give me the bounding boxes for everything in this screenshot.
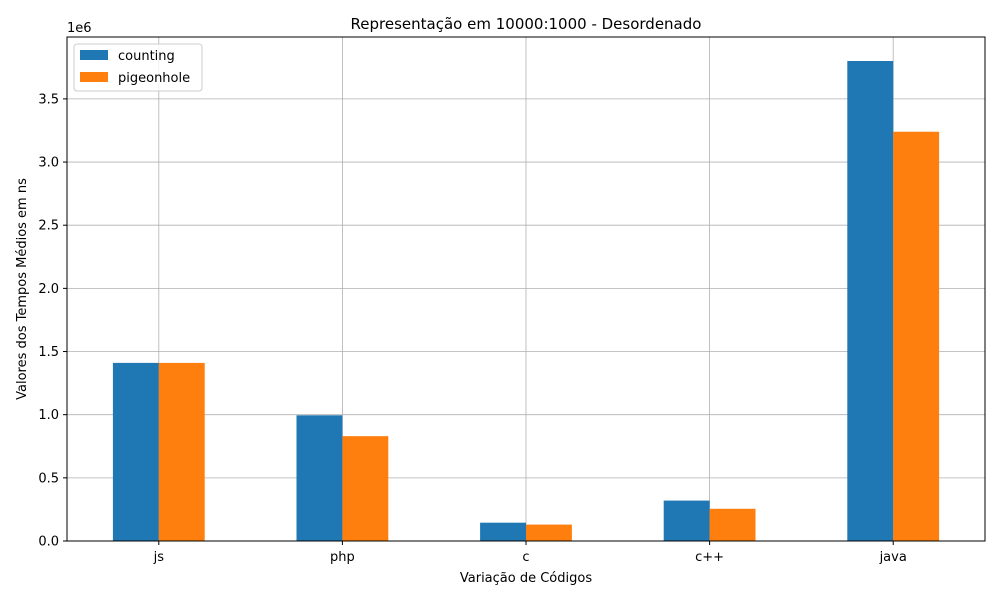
bar-pigeonhole-js [158, 362, 205, 541]
y-tick-label: 2.0 [38, 282, 59, 297]
x-tick-label: java [879, 550, 907, 565]
bar-counting-java [847, 61, 894, 541]
x-axis-label: Variação de Códigos [460, 571, 592, 586]
y-tick-label: 3.5 [38, 92, 59, 107]
bar-pigeonhole-java [893, 131, 940, 541]
y-tick-label: 0.5 [38, 471, 59, 486]
legend-label-pigeonhole: pigeonhole [118, 71, 190, 86]
legend: counting pigeonhole [73, 43, 203, 92]
bar-counting-c++ [663, 500, 710, 541]
bars [112, 61, 940, 541]
x-axis-ticks: js php c c++ java [153, 541, 907, 565]
y-tick-label: 0.0 [38, 535, 59, 550]
y-axis-ticks: 0.0 0.5 1.0 1.5 2.0 2.5 3.0 3.5 [38, 92, 67, 550]
y-axis-offset-label: 1e6 [67, 21, 92, 36]
bar-counting-js [112, 362, 159, 541]
legend-label-counting: counting [118, 49, 175, 64]
bar-pigeonhole-c++ [709, 508, 756, 541]
y-axis-label: Valores dos Tempos Médios em ns [15, 178, 30, 400]
y-tick-label: 3.0 [38, 156, 59, 171]
x-tick-label: php [330, 550, 355, 565]
y-tick-label: 1.0 [38, 408, 59, 423]
x-tick-label: c++ [695, 550, 724, 565]
y-tick-label: 2.5 [38, 219, 59, 234]
bar-counting-c [480, 522, 526, 541]
legend-swatch-pigeonhole [80, 72, 108, 82]
bar-counting-php [296, 415, 343, 541]
legend-swatch-counting [80, 50, 108, 60]
bar-pigeonhole-c [526, 524, 572, 541]
x-tick-label: js [153, 550, 165, 565]
bar-pigeonhole-php [342, 436, 389, 541]
y-tick-label: 1.5 [38, 345, 59, 360]
x-tick-label: c [522, 550, 529, 565]
chart-title: Representação em 10000:1000 - Desordenad… [351, 15, 702, 33]
